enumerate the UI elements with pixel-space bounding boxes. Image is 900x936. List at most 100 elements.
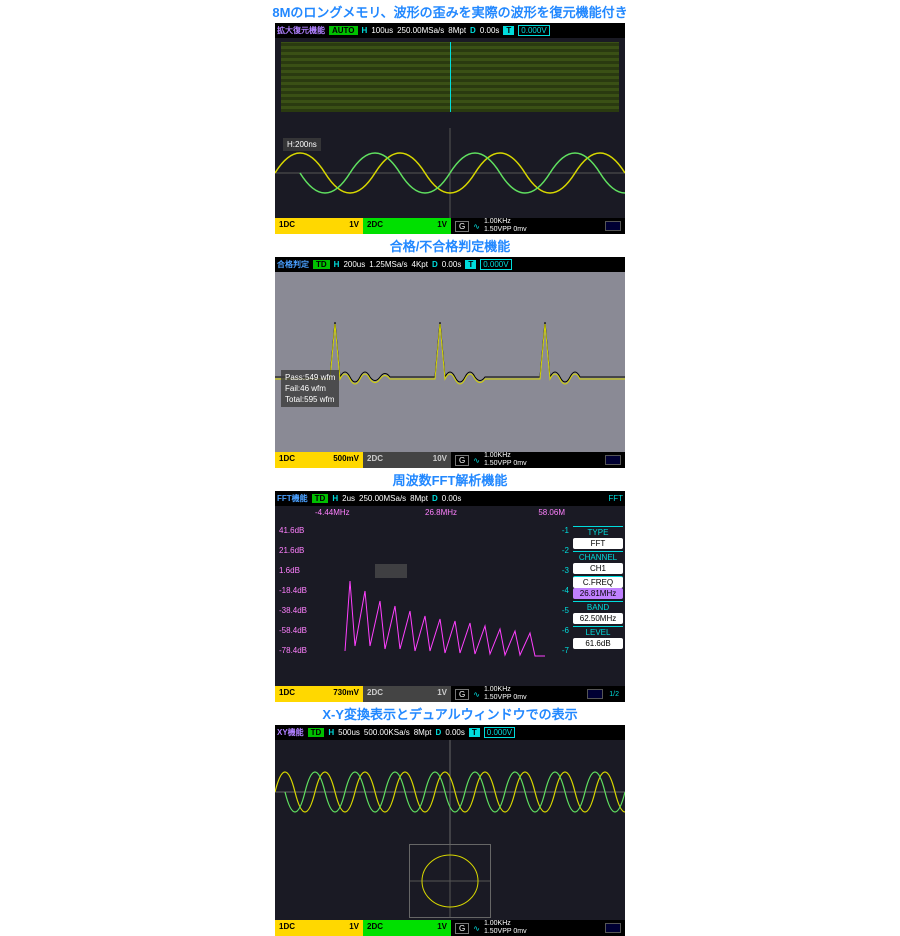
d-badge: D (436, 728, 442, 737)
freq-label-3: 58.06M (538, 508, 565, 517)
mode-label: 拡大復元機能 (277, 25, 325, 36)
d-badge: D (470, 26, 476, 35)
panel3-title: 周波数FFT解析機能 (0, 468, 900, 491)
panel4-title: X-Y変換表示とデュアルウィンドウでの表示 (0, 702, 900, 725)
delay: 0.00s (442, 260, 462, 269)
ch2-indicator[interactable]: 2DC1V (363, 920, 451, 936)
panel1-title: 8Mのロングメモリ、波形の歪みを実際の波形を復元機能付き (0, 0, 900, 23)
scope-panel-3: FFT機能 TD H 2us 250.00MSa/s 8Mpt D 0.00s … (275, 491, 625, 702)
panel2-title: 合格/不合格判定機能 (0, 234, 900, 257)
y-axis-labels: 41.6dB21.6dB1.6dB-18.4dB-38.4dB-58.4dB-7… (279, 521, 307, 661)
fft-display[interactable]: -4.44MHz 26.8MHz 58.06M 41.6dB21.6dB1.6d… (275, 506, 625, 686)
battery-icon (605, 923, 621, 933)
d-badge: D (432, 260, 438, 269)
menu-cfreq-label: C.FREQ (573, 576, 623, 588)
page-indicator: 1/2 (607, 689, 621, 700)
trigger-level: 0.000V (518, 25, 549, 36)
bottom-bar-3: 1DC730mV 2DC1V G ∿ 1.00KHz1.50VPP 0mv 1/… (275, 686, 625, 702)
xy-subwindow (409, 844, 491, 918)
measurements: G ∿ 1.00KHz1.50VPP 0mv (451, 218, 625, 234)
timebase: 200us (343, 260, 365, 269)
freq-label-2: 26.8MHz (425, 508, 457, 517)
memory: 8Mpt (414, 728, 432, 737)
mode-label: FFT機能 (277, 493, 308, 504)
waveform-svg (275, 128, 625, 218)
menu-channel-value[interactable]: CH1 (573, 563, 623, 574)
measurements: G ∿ 1.00KHz1.50VPP 0mv (451, 452, 625, 468)
waveform-display-2[interactable]: Pass:549 wfmFail:46 wfmTotal:595 wfm (275, 272, 625, 452)
waveform-display-1[interactable]: H:200ns (275, 38, 625, 218)
freq-label-1: -4.44MHz (315, 508, 350, 517)
memory: 4Kpt (412, 260, 428, 269)
scope-panel-2: 合格判定 TD H 200us 1.25MSa/s 4Kpt D 0.00s T… (275, 257, 625, 468)
fft-spectrum (315, 561, 565, 661)
h-badge: H (332, 494, 338, 503)
sample-rate: 250.00MSa/s (397, 26, 444, 35)
fft-label: FFT (608, 494, 623, 503)
h-badge: H (328, 728, 334, 737)
cursor-box (375, 564, 407, 578)
topbar-4: XY機能 TD H 500us 500.00KSa/s 8Mpt D 0.00s… (275, 725, 625, 740)
delay: 0.00s (442, 494, 462, 503)
menu-band-label: BAND (573, 601, 623, 613)
topbar-3: FFT機能 TD H 2us 250.00MSa/s 8Mpt D 0.00s … (275, 491, 625, 506)
h-badge: H (334, 260, 340, 269)
g-icon: G (455, 221, 469, 232)
passfail-svg (275, 272, 625, 452)
menu-band-value[interactable]: 62.50MHz (573, 613, 623, 624)
mode-label: XY機能 (277, 727, 304, 738)
fft-menu: TYPEFFT CHANNELCH1 C.FREQ26.81MHz BAND62… (573, 526, 623, 651)
menu-level-value[interactable]: 61.6dB (573, 638, 623, 649)
t-badge: T (469, 728, 480, 737)
menu-channel-label: CHANNEL (573, 551, 623, 563)
xy-display[interactable] (275, 740, 625, 920)
battery-icon (605, 221, 621, 231)
status-badge: TD (312, 494, 329, 503)
dual-wave-svg (275, 740, 625, 845)
status-badge: TD (313, 260, 330, 269)
menu-type-value[interactable]: FFT (573, 538, 623, 549)
sample-rate: 1.25MSa/s (369, 260, 407, 269)
status-badge: TD (308, 728, 325, 737)
timebase: 500us (338, 728, 360, 737)
ch1-indicator[interactable]: 1DC500mV (275, 452, 363, 468)
t-badge: T (503, 26, 514, 35)
sample-rate: 500.00KSa/s (364, 728, 410, 737)
d-badge: D (432, 494, 438, 503)
menu-type-label: TYPE (573, 526, 623, 538)
timebase: 100us (371, 26, 393, 35)
menu-level-label: LEVEL (573, 626, 623, 638)
menu-cfreq-value[interactable]: 26.81MHz (573, 588, 623, 599)
ch1-indicator[interactable]: 1DC1V (275, 920, 363, 936)
ch1-indicator[interactable]: 1DC1V (275, 218, 363, 234)
battery-icon (587, 689, 603, 699)
delay: 0.00s (445, 728, 465, 737)
ch2-indicator[interactable]: 2DC1V (363, 686, 451, 702)
ch2-indicator[interactable]: 2DC10V (363, 452, 451, 468)
g-icon: G (455, 455, 469, 466)
trigger-level: 0.000V (484, 727, 515, 738)
scope-panel-4: XY機能 TD H 500us 500.00KSa/s 8Mpt D 0.00s… (275, 725, 625, 936)
bottom-bar-4: 1DC1V 2DC1V G ∿ 1.00KHz1.50VPP 0mv (275, 920, 625, 936)
sample-rate: 250.00MSa/s (359, 494, 406, 503)
topbar-1: 拡大復元機能 AUTO H 100us 250.00MSa/s 8Mpt D 0… (275, 23, 625, 38)
measurements: G ∿ 1.00KHz1.50VPP 0mv (451, 920, 625, 936)
timebase: 2us (342, 494, 355, 503)
ch2-indicator[interactable]: 2DC1V (363, 218, 451, 234)
passfail-stats: Pass:549 wfmFail:46 wfmTotal:595 wfm (281, 370, 339, 407)
trigger-level: 0.000V (480, 259, 511, 270)
g-icon: G (455, 689, 469, 700)
delay: 0.00s (480, 26, 500, 35)
bottom-bar-2: 1DC500mV 2DC10V G ∿ 1.00KHz1.50VPP 0mv (275, 452, 625, 468)
battery-icon (605, 455, 621, 465)
memory: 8Mpt (448, 26, 466, 35)
h-badge: H (362, 26, 368, 35)
status-badge: AUTO (329, 26, 358, 35)
memory: 8Mpt (410, 494, 428, 503)
t-badge: T (465, 260, 476, 269)
measurements: G ∿ 1.00KHz1.50VPP 0mv 1/2 (451, 686, 625, 702)
topbar-2: 合格判定 TD H 200us 1.25MSa/s 4Kpt D 0.00s T… (275, 257, 625, 272)
bottom-bar-1: 1DC1V 2DC1V G ∿ 1.00KHz1.50VPP 0mv (275, 218, 625, 234)
mode-label: 合格判定 (277, 259, 309, 270)
ch1-indicator[interactable]: 1DC730mV (275, 686, 363, 702)
